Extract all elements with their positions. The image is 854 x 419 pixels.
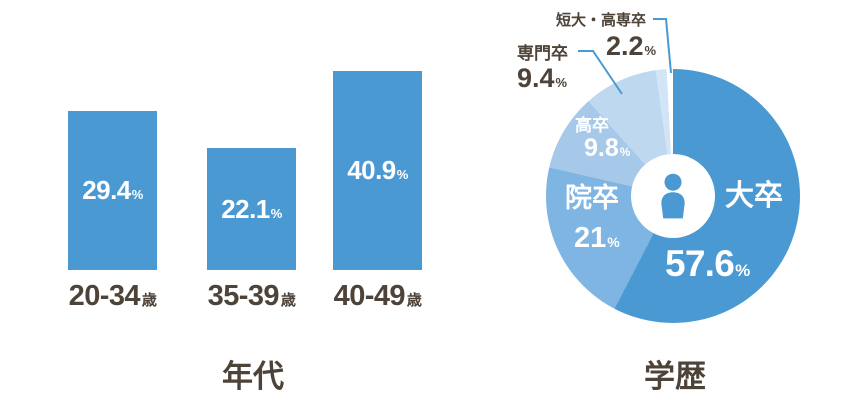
percent-sign: %	[396, 167, 409, 182]
bar-40-49: 40.9%	[333, 71, 422, 270]
bar-20-34: 29.4%	[68, 111, 157, 270]
x-axis-label-20-34: 20-34 歳	[68, 280, 157, 312]
percent-sign: %	[270, 205, 283, 221]
age-suffix: 歳	[406, 292, 422, 309]
slice-label-daisotsu: 大卒	[725, 180, 784, 212]
slice-value-insotsu: 21%	[574, 222, 620, 254]
slice-value-kosotsu: 9.8%	[584, 134, 631, 162]
percent-sign: %	[619, 145, 631, 159]
percent-sign: %	[555, 75, 568, 90]
slice-value-senmonsotsu: 9.4%	[517, 63, 568, 93]
percent-sign: %	[644, 43, 657, 58]
percent-sign: %	[131, 187, 144, 202]
pie-chart-title: 学歴	[644, 359, 706, 394]
slice-value-tandai-kosensotsu: 2.2%	[606, 31, 657, 61]
age-suffix: 歳	[141, 292, 157, 309]
percent-sign: %	[607, 234, 620, 250]
x-axis-label-35-39: 35-39 歳	[207, 280, 296, 312]
slice-label-tandai-kosensotsu: 短大・高専卒	[556, 12, 647, 29]
bar-value-label: 40.9%	[347, 155, 409, 185]
age-suffix: 歳	[280, 292, 296, 309]
bar-chart-title: 年代	[222, 359, 284, 394]
slice-label-kosotsu: 高卒	[575, 116, 609, 135]
percent-sign: %	[735, 261, 750, 280]
bar-value-label: 29.4%	[82, 175, 144, 205]
person-icon	[661, 173, 685, 219]
slice-value-daisotsu: 57.6%	[665, 243, 750, 284]
pie-center-badge	[631, 154, 715, 238]
bar-35-39: 22.1%	[207, 148, 296, 270]
bar-value-label: 22.1%	[221, 193, 283, 224]
x-axis-label-40-49: 40-49 歳	[333, 280, 422, 312]
slice-label-insotsu: 院卒	[565, 183, 619, 213]
slice-label-senmonsotsu: 専門卒	[517, 44, 568, 63]
